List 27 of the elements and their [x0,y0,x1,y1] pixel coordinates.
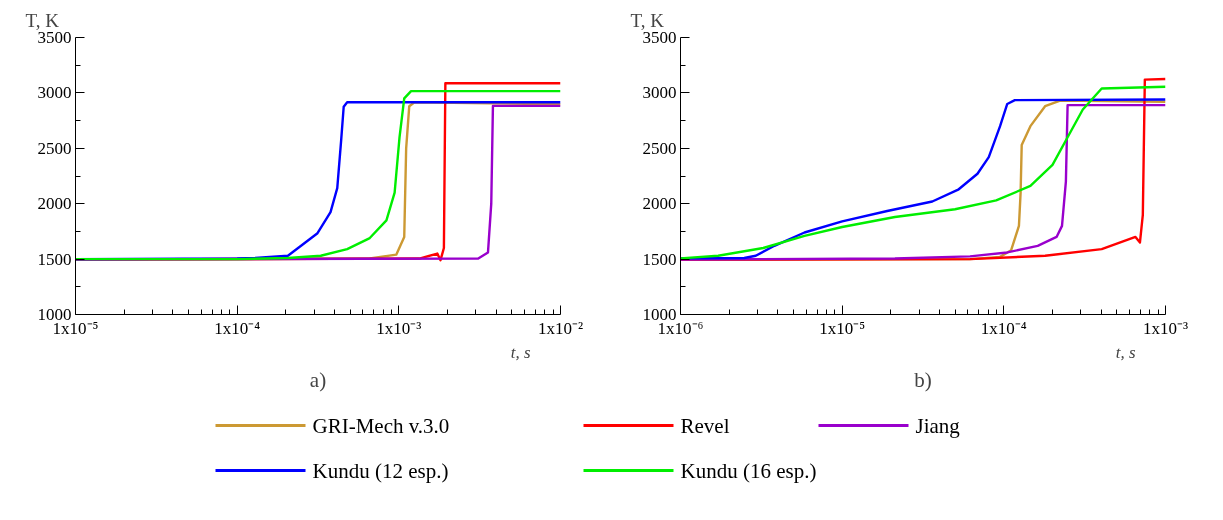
y-tick-label: 1000 [37,305,72,324]
y-tick-label: 2500 [642,138,677,158]
legend-label: Kundu (16 esp.) [680,458,817,483]
text: b) [914,367,932,392]
y-tick-label: 2000 [642,194,677,214]
x-tick-label: 1x10⁻⁴ [214,318,261,338]
y-tick-label: 1000 [642,305,677,324]
x-tick-label: 1x10⁻³ [376,318,422,338]
y-axis-title: T, K [630,9,665,31]
x-tick-label: 1x10⁻⁴ [980,318,1027,338]
x-axis-title: t, s [510,342,531,362]
y-tick-label: 1500 [642,249,677,269]
y-tick-label: 3000 [37,83,72,103]
y-axis-title: T, K [25,9,60,31]
x-axis-title: t, s [1115,342,1136,362]
legend-label: Kundu (12 esp.) [312,458,449,483]
legend-label: Jiang [915,413,961,438]
x-tick-label: 1x10⁻⁵ [819,318,866,338]
legend-label: GRI-Mech v.3.0 [312,413,450,438]
y-tick-label: 3000 [642,83,677,103]
y-tick-label: 2500 [37,138,72,158]
legend-label: Revel [680,413,730,438]
y-tick-label: 2000 [37,194,72,214]
y-tick-label: 1500 [37,249,72,269]
text: a) [309,367,327,392]
x-tick-label: 1x10⁻² [537,318,584,338]
x-tick-label: 1x10⁻³ [1142,318,1189,338]
